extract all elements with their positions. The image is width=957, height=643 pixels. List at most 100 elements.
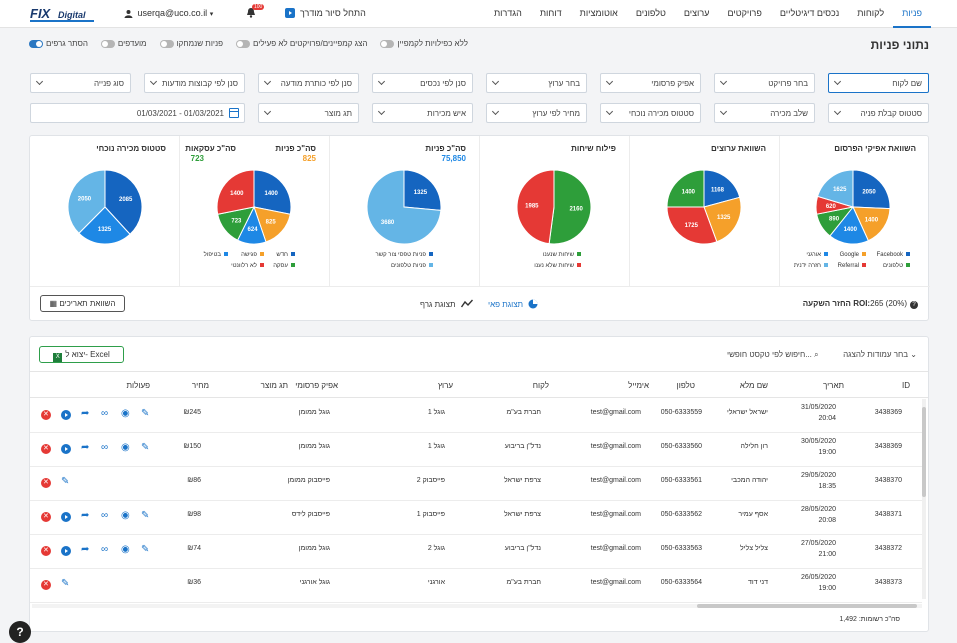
filter-client[interactable]: שם לקוח	[828, 73, 929, 93]
switch[interactable]	[29, 39, 43, 48]
play-icon[interactable]	[61, 512, 71, 522]
nav-item-reports[interactable]: דוחות	[539, 8, 562, 18]
nav-item-channels[interactable]: ערוצים	[683, 8, 710, 18]
scrollbar-thumb[interactable]	[697, 604, 917, 608]
pie-slice[interactable]	[104, 169, 143, 235]
share-icon[interactable]: ➦	[81, 544, 91, 556]
play-icon[interactable]	[61, 444, 71, 454]
share-icon[interactable]: ➦	[81, 510, 91, 522]
help-button[interactable]: ?	[9, 621, 31, 643]
switch[interactable]	[235, 39, 250, 48]
nav-item-leads[interactable]: פניות	[893, 0, 931, 28]
delete-icon[interactable]	[41, 546, 51, 556]
app-logo[interactable]: FIX Digital	[30, 5, 96, 22]
delete-icon[interactable]	[41, 580, 51, 590]
vertical-scrollbar[interactable]	[922, 399, 926, 599]
column-header[interactable]: תאריך	[822, 381, 844, 390]
delete-icon[interactable]	[41, 512, 51, 522]
filter-product-tag[interactable]: תג מוצר	[258, 103, 359, 123]
column-header[interactable]: אימייל	[628, 381, 649, 390]
filter-sale-stage[interactable]: שלב מכירה	[714, 103, 815, 123]
toggle-inactive[interactable]: הצג קמפיינים/פרויקטים לא פעילים	[235, 39, 367, 48]
nav-item-phones[interactable]: טלפונים	[635, 8, 666, 18]
table-row[interactable]: 3438370 29/05/2020 18:35 יהודה המכבי 050-633…	[30, 467, 922, 501]
column-header[interactable]: טלפון	[676, 381, 695, 390]
pie-slice[interactable]	[666, 169, 705, 208]
play-icon[interactable]	[61, 410, 71, 420]
nav-item-settings[interactable]: הגדרות	[493, 8, 522, 18]
edit-icon[interactable]: ✎	[61, 476, 71, 488]
link-icon[interactable]: ∞	[101, 408, 111, 420]
compare-dates-button[interactable]: ▦ השוואת תאריכים	[40, 295, 125, 312]
eye-icon[interactable]: ◉	[121, 408, 131, 420]
export-excel-button[interactable]: X יצוא ל- Excel	[39, 346, 124, 363]
pie-slice[interactable]	[703, 196, 742, 243]
pie-slice[interactable]	[253, 169, 292, 215]
link-icon[interactable]: ∞	[101, 510, 111, 522]
notifications-button[interactable]: 100	[246, 4, 265, 20]
start-tour-button[interactable]: התחל סיור מודרך	[285, 8, 366, 18]
table-row[interactable]: 3438369 30/05/2020 19:00 רון חלילה 050-63335…	[30, 433, 922, 467]
edit-icon[interactable]: ✎	[61, 578, 71, 590]
info-icon[interactable]: ?	[910, 301, 918, 309]
eye-icon[interactable]: ◉	[121, 544, 131, 556]
search-input[interactable]: חיפוש לפי טקסט חופשי... ⌕	[727, 350, 819, 360]
horizontal-scrollbar[interactable]	[32, 604, 922, 608]
filter-salesperson[interactable]: איש מכירות	[372, 103, 473, 123]
edit-icon[interactable]: ✎	[141, 408, 151, 420]
toggle-deleted[interactable]: פניות שנמחקו	[159, 39, 223, 48]
pie-slice[interactable]	[216, 169, 255, 215]
pie-slice[interactable]	[78, 206, 131, 245]
pie-slice[interactable]	[516, 169, 555, 245]
delete-icon[interactable]	[41, 444, 51, 454]
filter-assets[interactable]: סנן לפי נכסים	[372, 73, 473, 93]
user-menu[interactable]: userqa@uco.co.il ▾	[124, 8, 213, 18]
pie-slice[interactable]	[852, 169, 891, 210]
nav-item-automations[interactable]: אוטומציות	[579, 8, 618, 18]
table-row[interactable]: 3438371 28/05/2020 20:08 אסף עמיר 050-633356…	[30, 501, 922, 535]
filter-project[interactable]: בחר פרויקט	[714, 73, 815, 93]
pie-slice[interactable]	[666, 206, 718, 245]
delete-icon[interactable]	[41, 478, 51, 488]
column-header[interactable]: מחיר	[191, 381, 209, 390]
toggle-favorites[interactable]: מועדפים	[100, 39, 147, 48]
share-icon[interactable]: ➦	[81, 408, 91, 420]
date-range-picker[interactable]: 01/03/2021 - 01/03/2021	[30, 103, 245, 123]
pie-slice[interactable]	[548, 169, 592, 245]
columns-select[interactable]: בחר עמודות להצגה ⌄	[843, 350, 917, 359]
nav-item-digital-assets[interactable]: נכסים דיגיטליים	[779, 8, 840, 18]
filter-current-sale-status[interactable]: סטטוס מכירה נוכחי	[600, 103, 701, 123]
column-header[interactable]: לקוח	[532, 381, 549, 390]
edit-icon[interactable]: ✎	[141, 442, 151, 454]
filter-price-per-channel[interactable]: מחיר לפי ערוץ	[486, 103, 587, 123]
filter-source[interactable]: אפיק פרסומי	[600, 73, 701, 93]
play-icon[interactable]	[61, 546, 71, 556]
toggle-no-duplicates[interactable]: ללא כפילויות לקמפיין	[380, 39, 468, 48]
filter-ad-title[interactable]: סנן לפי כותרת מודעה	[258, 73, 359, 93]
link-icon[interactable]: ∞	[101, 544, 111, 556]
filter-lead-type[interactable]: סוג פנייה	[30, 73, 131, 93]
switch[interactable]	[380, 39, 395, 48]
eye-icon[interactable]: ◉	[121, 510, 131, 522]
edit-icon[interactable]: ✎	[141, 510, 151, 522]
nav-item-projects[interactable]: פרויקטים	[727, 8, 762, 18]
pie-slice[interactable]	[67, 169, 106, 234]
pie-slice[interactable]	[829, 206, 869, 245]
filter-ad-groups[interactable]: סנן לפי קבוצות מודעות	[144, 73, 245, 93]
eye-icon[interactable]: ◉	[121, 442, 131, 454]
share-icon[interactable]: ➦	[81, 442, 91, 454]
pie-slice[interactable]	[366, 169, 442, 245]
pie-slice[interactable]	[403, 169, 442, 211]
switch[interactable]	[100, 39, 115, 48]
link-icon[interactable]: ∞	[101, 442, 111, 454]
switch[interactable]	[159, 39, 174, 48]
edit-icon[interactable]: ✎	[141, 544, 151, 556]
column-header[interactable]: ערוץ	[437, 381, 453, 390]
column-header[interactable]: תג מוצר	[260, 381, 288, 390]
pie-slice[interactable]	[852, 206, 891, 242]
delete-icon[interactable]	[41, 410, 51, 420]
scrollbar-thumb[interactable]	[922, 407, 926, 497]
pie-slice[interactable]	[816, 169, 854, 208]
filter-receipt-status[interactable]: סטטוס קבלת פניה	[828, 103, 929, 123]
pie-slice[interactable]	[703, 169, 741, 208]
